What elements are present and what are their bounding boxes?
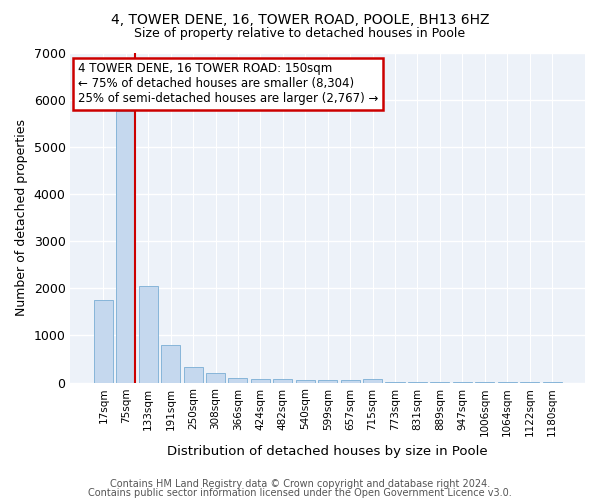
Bar: [251, 379, 270, 382]
Bar: [139, 286, 158, 382]
Bar: [116, 112, 136, 382]
Text: Contains public sector information licensed under the Open Government Licence v3: Contains public sector information licen…: [88, 488, 512, 498]
Text: Contains HM Land Registry data © Crown copyright and database right 2024.: Contains HM Land Registry data © Crown c…: [110, 479, 490, 489]
Bar: [341, 380, 359, 382]
Bar: [161, 345, 180, 383]
Text: 4, TOWER DENE, 16, TOWER ROAD, POOLE, BH13 6HZ: 4, TOWER DENE, 16, TOWER ROAD, POOLE, BH…: [111, 12, 489, 26]
Bar: [229, 378, 247, 382]
Bar: [318, 380, 337, 382]
Bar: [363, 379, 382, 382]
Y-axis label: Number of detached properties: Number of detached properties: [15, 119, 28, 316]
Bar: [273, 380, 292, 382]
Text: 4 TOWER DENE, 16 TOWER ROAD: 150sqm
← 75% of detached houses are smaller (8,304): 4 TOWER DENE, 16 TOWER ROAD: 150sqm ← 75…: [78, 62, 379, 106]
X-axis label: Distribution of detached houses by size in Poole: Distribution of detached houses by size …: [167, 444, 488, 458]
Bar: [206, 373, 225, 382]
Bar: [296, 380, 315, 382]
Text: Size of property relative to detached houses in Poole: Size of property relative to detached ho…: [134, 28, 466, 40]
Bar: [94, 300, 113, 382]
Bar: [184, 367, 203, 382]
